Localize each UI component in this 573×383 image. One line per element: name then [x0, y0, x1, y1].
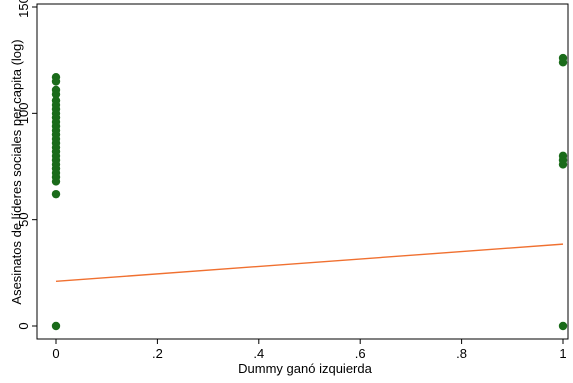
x-tick-label: .2	[152, 346, 163, 361]
data-marks	[51, 53, 568, 331]
x-tick-label: .4	[253, 346, 264, 361]
x-tick-label: .6	[355, 346, 366, 361]
scatter-point	[51, 72, 61, 82]
y-tick-label: 50	[16, 212, 31, 226]
scatter-point	[51, 96, 61, 105]
plot-area	[36, 3, 569, 340]
scatter-point	[51, 189, 61, 199]
scatter-point	[51, 85, 61, 95]
scatter-point	[558, 151, 568, 161]
scatter-point	[51, 321, 61, 331]
x-tick-label: 0	[52, 346, 59, 361]
x-axis-title: Dummy ganó izquierda	[238, 361, 372, 376]
y-tick-label: 150	[16, 0, 31, 18]
x-tick-label: .8	[456, 346, 467, 361]
y-tick-label: 100	[16, 102, 31, 124]
fitted-line	[55, 243, 564, 283]
y-tick-label: 0	[16, 322, 31, 329]
y-axis: 0 50 100 150	[16, 0, 37, 330]
scatter-point	[558, 321, 568, 331]
scatter-point	[558, 53, 568, 63]
x-tick-label: 1	[559, 346, 566, 361]
x-axis: 0 .2 .4 .6 .8 1	[52, 339, 567, 361]
y-axis-title: Asesinatos de líderes sociales per capit…	[9, 39, 24, 304]
